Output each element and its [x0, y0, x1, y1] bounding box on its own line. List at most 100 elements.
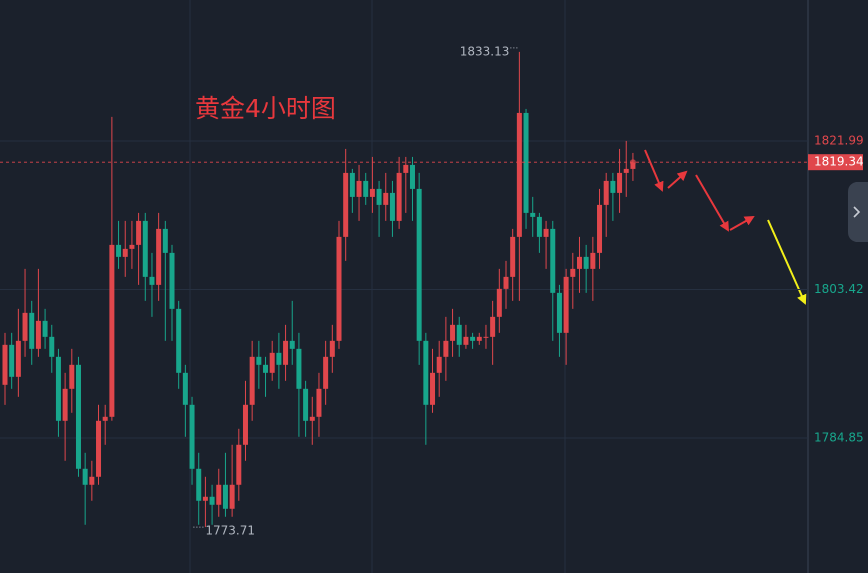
collapse-button[interactable]	[848, 182, 868, 242]
candle-body	[323, 356, 329, 389]
candle-body	[343, 172, 349, 237]
candle-body	[129, 244, 135, 249]
candle-body	[536, 216, 542, 237]
candle-body	[610, 180, 616, 193]
candle-body	[556, 292, 562, 333]
candle-body	[156, 228, 162, 285]
arrow	[667, 170, 688, 189]
candle-body	[490, 316, 496, 337]
low-label: 1773.71	[205, 524, 255, 538]
arrow	[695, 174, 730, 232]
candle-body	[263, 364, 269, 373]
candle-body	[116, 244, 122, 257]
candle-body	[316, 388, 322, 417]
candle-body	[109, 244, 115, 417]
candle-body	[309, 416, 315, 421]
candle-body	[403, 164, 409, 173]
candle-body	[409, 164, 415, 189]
candle-body	[376, 188, 382, 205]
candle-body	[96, 420, 102, 477]
candle-body	[69, 364, 75, 389]
candle-body	[530, 212, 536, 217]
candle-body	[496, 288, 502, 317]
candle-body	[416, 188, 422, 341]
candle-body	[436, 356, 442, 373]
candle-body	[329, 340, 335, 357]
candle-body	[102, 416, 108, 421]
candle-body	[617, 172, 623, 193]
candle-body	[423, 340, 429, 405]
candle-body	[35, 320, 41, 349]
candle-body	[510, 236, 516, 277]
candle-body	[216, 484, 222, 505]
candle-body	[2, 344, 8, 385]
candle-body	[289, 340, 295, 349]
candle-body	[62, 388, 68, 421]
collapse-icon[interactable]	[853, 206, 861, 218]
candle-body	[583, 256, 589, 269]
candle-body	[483, 336, 489, 338]
candle-body	[242, 404, 248, 445]
last-price-dot	[629, 159, 636, 166]
candle-body	[49, 336, 55, 357]
candle-body	[336, 236, 342, 341]
candle-body	[363, 180, 369, 197]
candle-body	[443, 340, 449, 357]
candle-body	[389, 192, 395, 221]
candle-body	[222, 484, 228, 509]
candle-body	[89, 476, 95, 485]
candle-body	[590, 252, 596, 269]
candle-body	[42, 320, 48, 337]
candle-body	[543, 228, 549, 237]
candle-body	[75, 364, 81, 469]
candle-body	[430, 372, 436, 405]
candle-body	[202, 496, 208, 501]
candle-body	[249, 356, 255, 405]
candle-body	[396, 172, 402, 221]
candle-body	[256, 356, 262, 365]
candle-body	[597, 204, 603, 253]
candle-body	[229, 484, 235, 509]
candle-body	[623, 168, 629, 173]
arrow	[729, 216, 755, 231]
high-label: 1833.13	[460, 44, 510, 58]
candle-body	[383, 192, 389, 205]
candle-body	[22, 312, 28, 341]
candle-body	[189, 404, 195, 469]
last-price-tag	[808, 154, 863, 171]
candle-body	[456, 324, 462, 345]
arrow	[644, 149, 664, 192]
last-price-label: 1819.34	[814, 155, 864, 169]
candle-body	[276, 352, 282, 365]
candle-body	[603, 180, 609, 205]
candle-body	[349, 172, 355, 197]
candle-body	[142, 220, 148, 277]
candle-body	[463, 336, 469, 345]
candle-body	[15, 340, 21, 377]
candle-body	[550, 228, 556, 293]
candle-body	[356, 180, 362, 197]
candle-body	[516, 112, 522, 237]
candle-body	[470, 336, 476, 341]
candle-body	[576, 256, 582, 269]
candle-body	[503, 276, 509, 289]
chart-title: 黄金4小时图	[195, 94, 336, 123]
candle-body	[9, 344, 15, 377]
candle-body	[476, 336, 482, 341]
candle-body	[236, 444, 242, 485]
y-tick-label: 1821.99	[814, 134, 864, 148]
candle-body	[136, 220, 142, 245]
y-tick-label: 1784.85	[814, 431, 864, 445]
candle-body	[296, 348, 302, 389]
candle-body	[122, 248, 128, 257]
candle-body	[450, 324, 456, 341]
candle-body	[149, 276, 155, 285]
candle-body	[182, 372, 188, 405]
candle-body	[169, 252, 175, 309]
candle-body	[176, 308, 182, 373]
candle-body	[269, 352, 275, 373]
candle-body	[209, 496, 215, 505]
candle-body	[55, 356, 61, 421]
